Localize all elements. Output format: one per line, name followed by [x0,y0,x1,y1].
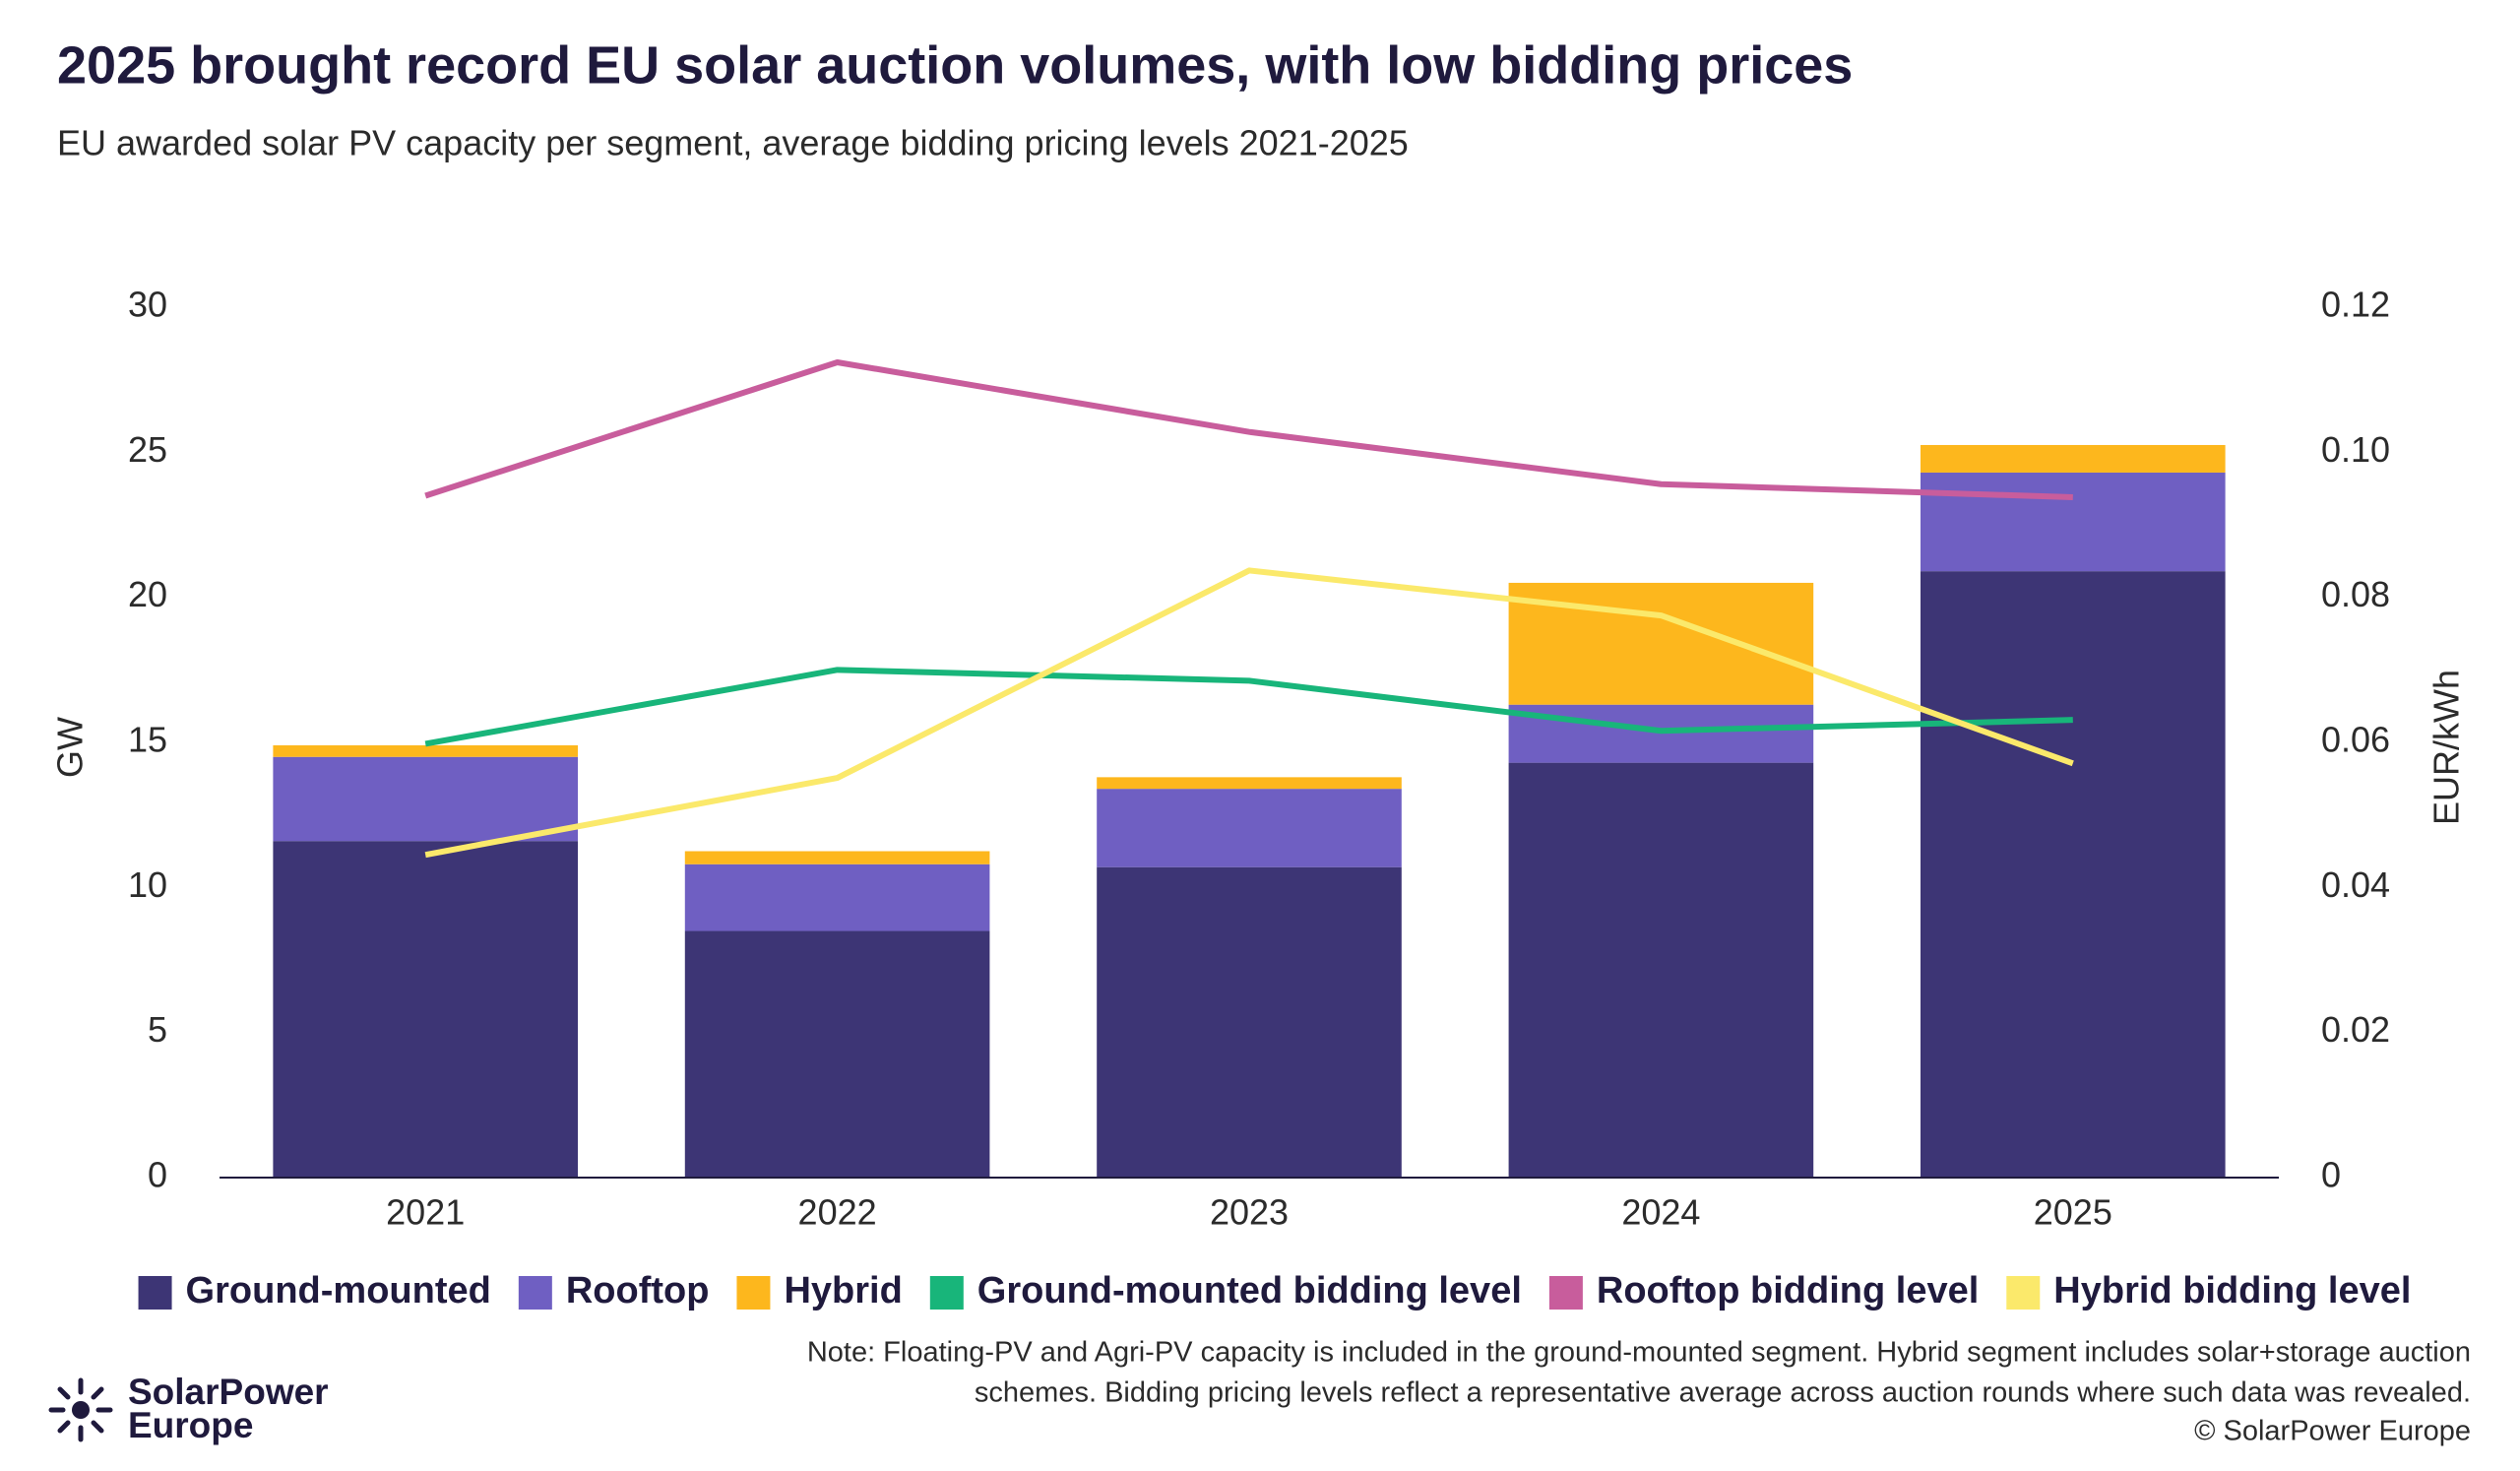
bar [1097,866,1402,1178]
y-tick-label: 5 [148,1009,167,1050]
source: © SolarPower Europe [2194,1416,2471,1447]
x-tick-label: 2025 [2034,1192,2112,1233]
bar [1920,444,2226,473]
logo-text: Europe [128,1405,253,1445]
bar [684,930,990,1178]
bar [1508,762,1814,1178]
legend-swatch [1548,1276,1583,1310]
legend-swatch [2006,1276,2041,1310]
legend-swatch [138,1276,172,1310]
chart-title: 2025 brought record EU solar auction vol… [57,35,1853,95]
legend-label: Ground-mounted bidding level [977,1270,1522,1311]
legend: Ground-mounted Rooftop Hybrid Ground-mounte… [138,1270,2411,1311]
note: schemes. Bidding pricing levels reflect … [975,1377,2471,1409]
logo-text: SolarPower [128,1372,329,1412]
x-tick-label: 2021 [386,1192,465,1233]
bar [1097,789,1402,867]
bar [1920,472,2226,572]
logo-icon [48,1377,113,1442]
legend-swatch [518,1276,552,1310]
y2-tick-label: 0 [2321,1155,2341,1195]
y2-tick-label: 0.08 [2321,574,2390,614]
y2-tick-label: 0.10 [2321,429,2390,470]
line [424,567,2074,859]
y-axis-label: GW [50,717,91,778]
line [424,667,2073,747]
x-tick-label: 2022 [798,1192,877,1233]
y-tick-label: 30 [128,285,167,325]
y2-tick-label: 0.02 [2321,1009,2390,1050]
y-tick-label: 10 [128,864,167,905]
bar [1920,571,2226,1178]
legend-label: Ground-mounted [186,1270,491,1311]
bar [273,841,579,1178]
legend-swatch [929,1276,964,1310]
line [424,358,2073,501]
chart-subtitle: EU awarded solar PV capacity per segment… [57,123,1409,163]
legend-label: Hybrid [784,1270,902,1311]
y-tick-label: 0 [148,1155,167,1195]
y-tick-label: 15 [128,720,167,760]
x-tick-label: 2024 [1621,1192,1700,1233]
bar [273,756,579,842]
legend-label: Rooftop bidding level [1597,1270,1979,1311]
bar [684,863,990,931]
bar [273,744,579,757]
legend-label: Hybrid bidding level [2053,1270,2411,1311]
y-tick-label: 20 [128,574,167,614]
legend-label: Rooftop [566,1270,710,1311]
note: Note: Floating-PV and Agri-PV capacity i… [807,1337,2471,1369]
y2-tick-label: 0.04 [2321,864,2390,905]
y2-axis-label: EUR/kWh [2426,670,2467,825]
bar [684,851,990,864]
y2-tick-label: 0.06 [2321,720,2390,760]
bar [1097,777,1402,790]
legend-swatch [736,1276,771,1310]
y-tick-label: 25 [128,429,167,470]
x-tick-label: 2023 [1210,1192,1289,1233]
y2-tick-label: 0.12 [2321,285,2390,325]
